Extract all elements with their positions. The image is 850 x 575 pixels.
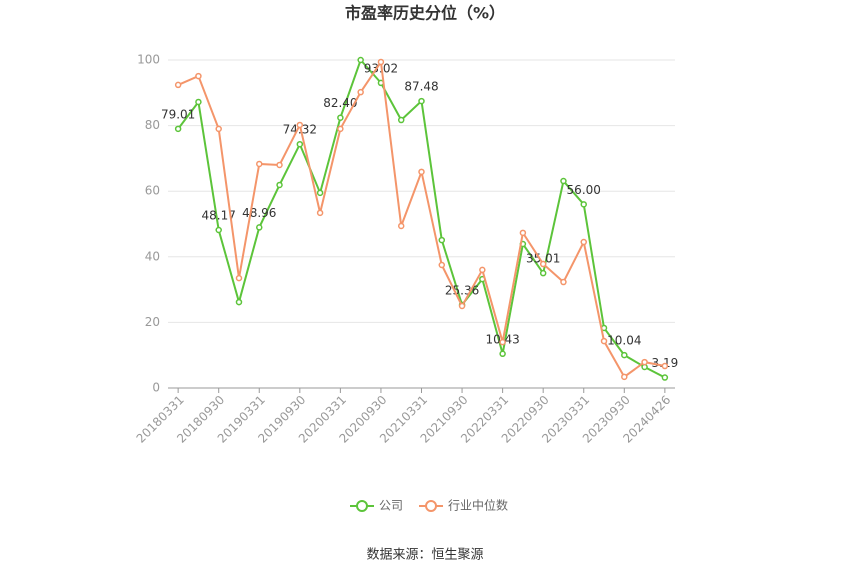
legend-marker	[356, 500, 368, 512]
y-tick-label: 60	[145, 184, 160, 198]
point	[337, 125, 344, 133]
point	[316, 189, 324, 197]
y-tick-label: 40	[145, 249, 160, 263]
point	[438, 236, 446, 244]
data-label: 87.48	[404, 80, 438, 94]
point	[337, 114, 344, 121]
point	[560, 278, 567, 286]
point	[174, 81, 182, 89]
point	[397, 222, 405, 230]
point	[600, 337, 608, 345]
data-label: 35.01	[526, 252, 560, 266]
point	[397, 116, 405, 124]
legend-label: 公司	[379, 499, 403, 513]
point	[377, 58, 385, 66]
data-label: 82.40	[323, 96, 357, 110]
point	[418, 168, 425, 176]
point	[215, 125, 222, 133]
y-tick-label: 80	[145, 118, 160, 132]
y-tick-label: 20	[145, 315, 160, 329]
point	[316, 209, 324, 217]
point	[621, 351, 628, 359]
point	[499, 338, 506, 346]
point	[357, 56, 364, 64]
point	[296, 121, 304, 129]
point	[276, 161, 283, 169]
point	[235, 274, 243, 282]
chart-title: 市盈率历史分位（%）	[345, 4, 505, 23]
point	[539, 260, 547, 268]
point	[580, 238, 587, 246]
point	[580, 201, 587, 208]
point	[519, 229, 527, 237]
data-label: 79.01	[161, 107, 195, 121]
source: 数据来源：恒生聚源	[366, 548, 483, 563]
point	[458, 302, 466, 310]
point	[195, 72, 202, 80]
point	[641, 358, 648, 366]
y-tick-label: 100	[137, 53, 160, 67]
data-label: 48.96	[242, 206, 276, 220]
y-tick-label: 0	[152, 381, 160, 395]
point	[479, 266, 486, 274]
point	[256, 160, 263, 168]
point	[438, 261, 446, 269]
legend-label: 行业中位数	[448, 498, 508, 513]
point	[661, 374, 669, 381]
point	[499, 350, 506, 358]
point	[357, 88, 364, 96]
point	[235, 298, 243, 306]
point	[539, 269, 547, 277]
legend-marker	[425, 500, 438, 512]
point	[174, 125, 182, 133]
data-label: 10.04	[607, 334, 641, 348]
point	[621, 373, 628, 381]
point	[256, 224, 263, 231]
point	[560, 177, 567, 185]
point	[195, 98, 202, 106]
point	[661, 362, 669, 370]
data-label: 56.00	[567, 183, 601, 197]
point	[418, 97, 425, 105]
point	[276, 181, 283, 189]
point	[296, 140, 304, 148]
point	[215, 226, 222, 234]
data-label: 74.32	[283, 123, 317, 137]
data-label: 48.17	[202, 209, 236, 223]
